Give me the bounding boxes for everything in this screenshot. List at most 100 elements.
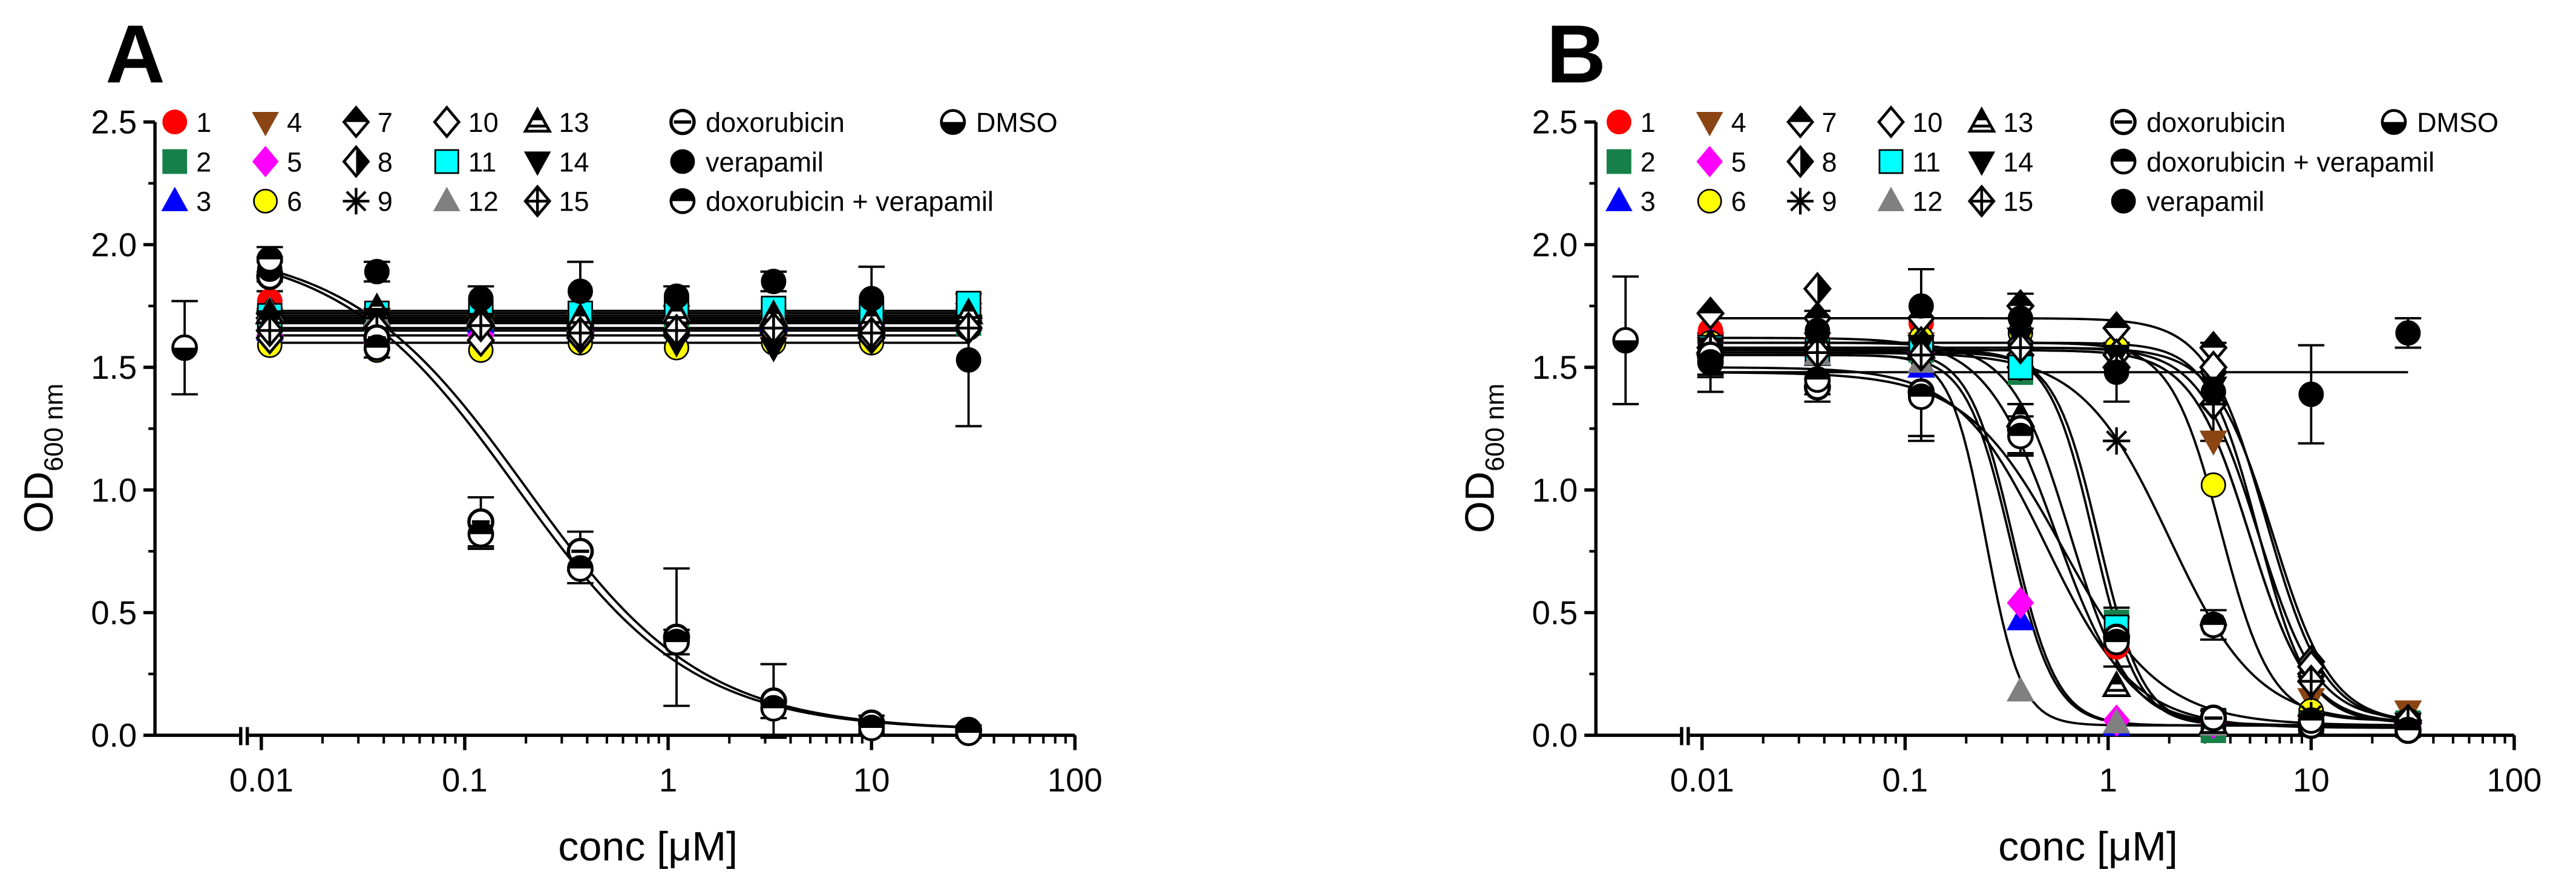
y-tick-label: 2.0 [91,226,137,263]
data-point-doxorubicin---verapamil [363,334,390,361]
legend-label-8: 8 [378,146,393,177]
legend-label-4: 4 [287,107,302,138]
legend-marker-doxorubicin [669,108,696,136]
legend-label-1: 1 [196,107,211,138]
y-tick-label: 0.0 [1532,717,1578,754]
data-point-doxorubicin---verapamil [858,715,885,741]
data-point-7 [2199,330,2228,365]
data-point-13 [2102,670,2132,698]
data-point-verapamil [955,347,982,373]
legend-label-3: 3 [196,186,211,217]
legend-label-1: 1 [1640,107,1656,138]
data-point-15 [759,311,788,346]
chart-panel-A: A 0.0 0.5 1.0 1.5 2.0 2.5 0.01 0.1 1 10 100 OD600 nm… [16,8,1103,870]
data-point-verapamil [2007,305,2033,331]
data-point-doxorubicin---verapamil [1907,383,1935,410]
legend-label-10: 10 [468,107,499,138]
fit-curve-doxorubicin [1710,366,2408,729]
panel-letter: A [105,8,165,100]
data-point-verapamil [761,269,787,295]
data-point-doxorubicin [2200,704,2227,732]
data-point-verapamil [2200,379,2226,405]
legend-marker-14 [523,151,551,176]
legend: 123456789101112131415doxorubicinverapami… [161,105,1058,218]
legend-label-6: 6 [1731,186,1746,217]
legend-label-12: 12 [468,186,499,217]
data-point-15 [857,316,886,350]
legend-label-6: 6 [287,186,302,217]
legend-label-13: 13 [2003,107,2033,138]
legend-marker-7 [1786,105,1815,139]
legend-marker-8 [1786,145,1815,179]
legend-marker-6 [1697,188,1722,214]
legend-marker-1 [1607,110,1631,135]
y-tick-label: 2.5 [91,104,137,141]
legend-marker-12 [433,186,460,212]
legend-label-11: 11 [1912,146,1941,177]
legend-label-11: 11 [468,146,497,177]
legend-marker-verapamil [2111,188,2136,214]
data-point-doxorubicin---verapamil [467,520,494,548]
y-tick-label: 2.5 [1532,104,1578,141]
data-point-6 [2200,472,2226,498]
y-tick-label: 1.5 [1532,349,1578,386]
y-axis-subscript: 600 nm [40,384,69,471]
legend-marker-12 [1877,186,1905,212]
data-point-15 [566,316,595,350]
y-axis-subscript: 600 nm [1481,384,1510,471]
data-point-12 [2007,676,2034,702]
legend-marker-5 [252,146,279,177]
data-point-doxorubicin---verapamil [567,555,594,582]
data-point-doxorubicin---verapamil [2200,611,2227,638]
legend-marker-3 [161,186,189,212]
legend-marker-8 [342,145,370,179]
legend-marker-5 [1696,146,1723,177]
legend-label-4: 4 [1731,107,1746,138]
x-axis-title: conc [μM] [1998,824,2178,870]
data-point-doxorubicin---verapamil [760,695,787,722]
legend-label-doxorubicin---verapamil: doxorubicin + verapamil [2146,146,2434,177]
data-point-verapamil [2298,381,2324,407]
data-points [1696,272,2423,744]
y-tick-label: 1.0 [91,472,137,509]
legend-marker-9 [1787,188,1814,215]
legend-marker-doxorubicin---verapamil [669,188,696,214]
data-points [255,246,984,747]
data-point-verapamil [364,258,390,284]
data-point-15 [954,311,983,346]
data-point-15 [1907,338,1936,372]
legend-label-verapamil: verapamil [706,146,824,177]
y-axis-title: OD600 nm [16,384,68,534]
legend-label-9: 9 [1822,186,1837,217]
x-tick-label: 0.1 [442,762,488,799]
legend-marker-7 [342,105,370,139]
legend-marker-doxorubicin [2110,108,2137,136]
legend-marker-11 [1878,149,1904,174]
legend-label-14: 14 [559,146,589,177]
data-point-verapamil [1908,293,1934,319]
data-point-15 [466,308,496,343]
legend-label-5: 5 [287,146,302,177]
legend-label-doxorubicin: doxorubicin [2146,107,2286,138]
data-point-doxorubicin---verapamil [2103,629,2130,656]
legend-label-doxorubicin: doxorubicin [706,107,845,138]
data-point-doxorubicin---verapamil [2394,717,2422,744]
panel-letter: B [1547,8,1606,100]
legend-marker-1 [162,110,188,135]
data-point-verapamil [468,286,494,312]
y-axis-title: OD600 nm [1457,384,1509,534]
x-axis-title: conc [μM] [558,824,738,870]
legend-label-10: 10 [1912,107,1942,138]
data-point-15 [2006,330,2035,365]
y-tick-label: 0.5 [91,594,137,631]
legend-label-12: 12 [1912,186,1942,217]
legend-marker-doxorubicin---verapamil [2110,148,2137,175]
x-tick-label: 0.1 [1882,762,1928,799]
legend-marker-3 [1605,186,1633,212]
legend-label-doxorubicin---verapamil: doxorubicin + verapamil [706,186,994,217]
legend-label-7: 7 [1822,107,1837,138]
data-point-9 [2103,427,2131,455]
x-tick-label: 10 [853,762,890,799]
legend-label-2: 2 [196,146,211,177]
